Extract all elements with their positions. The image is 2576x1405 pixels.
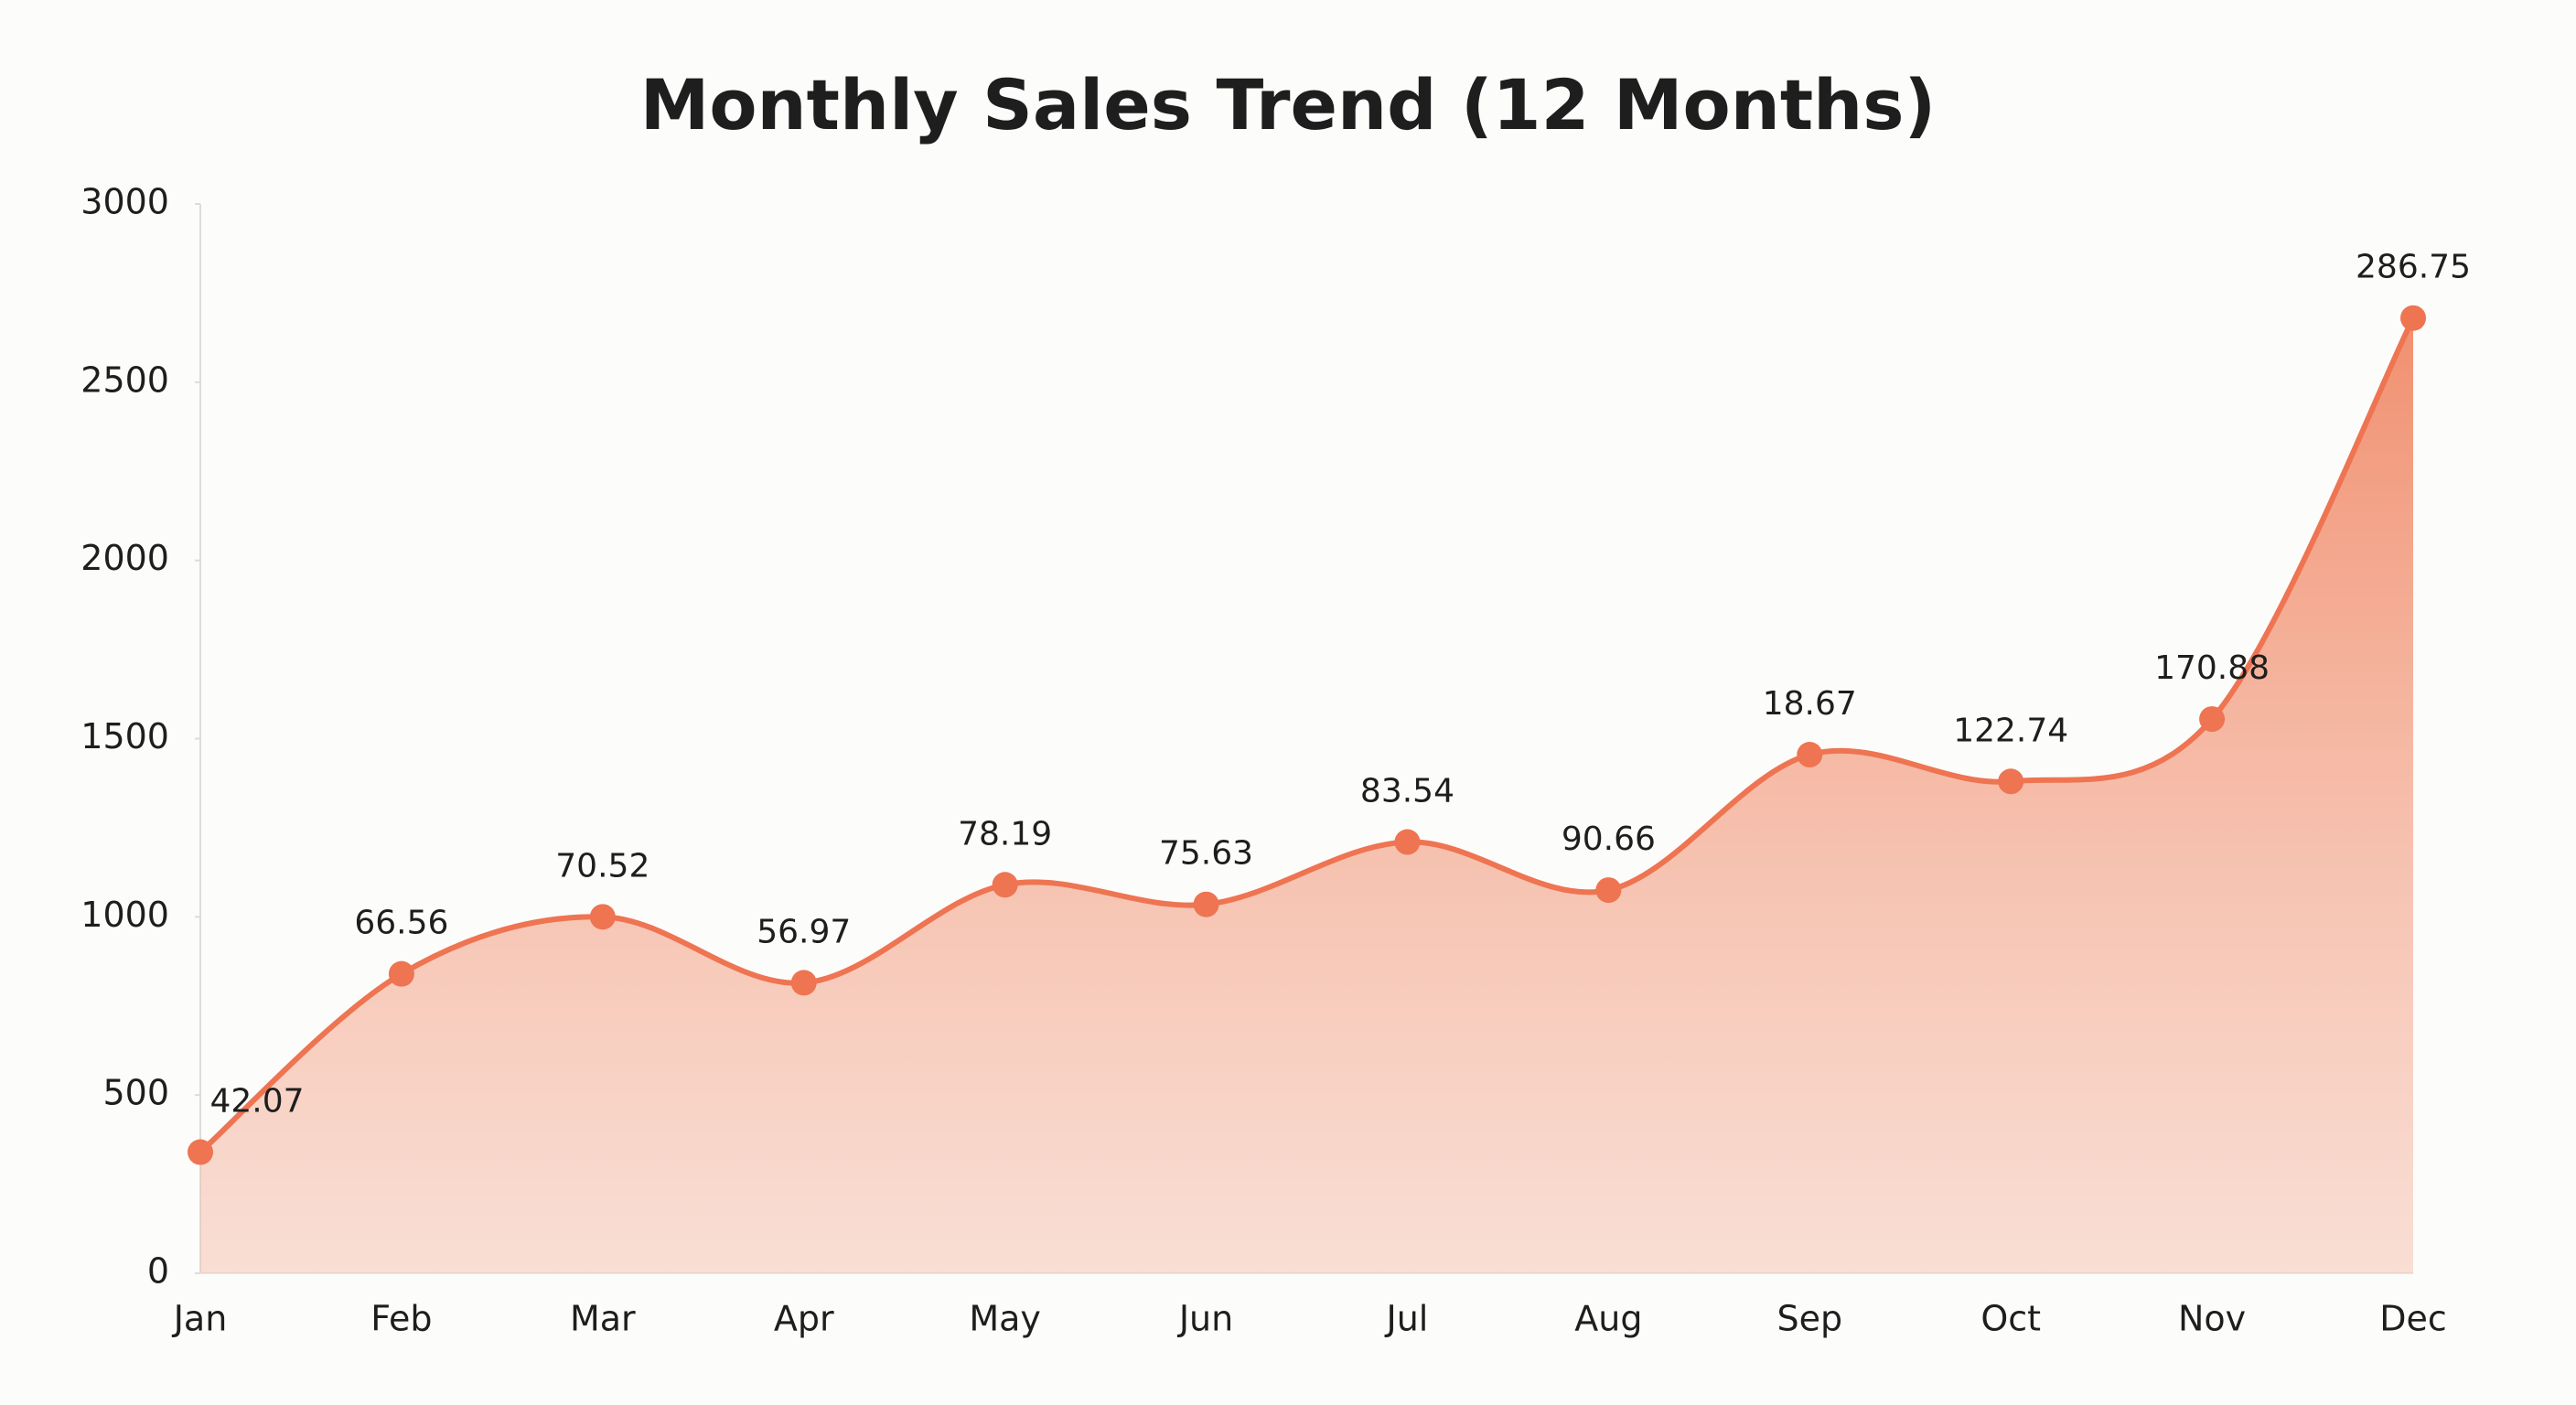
- y-tick-label: 2500: [80, 359, 169, 400]
- data-label: 70.52: [555, 847, 649, 885]
- x-tick-label: Aug: [1574, 1299, 1642, 1339]
- x-tick-label: Mar: [570, 1299, 636, 1339]
- point: [1797, 742, 1823, 768]
- point: [2199, 706, 2226, 733]
- y-tick-label: 1000: [80, 895, 169, 935]
- x-tick-label: Jun: [1177, 1299, 1233, 1339]
- data-label: 78.19: [958, 815, 1052, 853]
- y-tick-label: 500: [102, 1073, 169, 1113]
- y-tick-label: 0: [147, 1251, 169, 1292]
- data-label: 286.75: [2356, 249, 2471, 286]
- point: [388, 960, 414, 987]
- x-tick-label: Nov: [2178, 1299, 2246, 1339]
- x-tick-label: Sep: [1776, 1299, 1842, 1339]
- x-tick-label: Jan: [172, 1299, 228, 1339]
- data-label: 42.07: [209, 1083, 304, 1121]
- line: [199, 316, 2416, 1154]
- data-label: 83.54: [1360, 773, 1454, 810]
- point: [1394, 829, 1421, 855]
- point: [1193, 891, 1219, 917]
- data-label: 90.66: [1562, 820, 1656, 858]
- x-tick-label: May: [969, 1299, 1041, 1339]
- point: [589, 904, 616, 930]
- area: [200, 317, 2413, 1273]
- y-tick-label: 2000: [80, 538, 169, 578]
- chart-title: Monthly Sales Trend (12 Months): [640, 64, 1937, 145]
- point: [992, 872, 1018, 898]
- point: [2400, 305, 2426, 331]
- point: [188, 1139, 213, 1165]
- data-label: 18.67: [1763, 685, 1857, 723]
- y-tick-label: 1500: [80, 716, 169, 756]
- x-tick-label: Oct: [1980, 1299, 2041, 1339]
- data-label: 170.88: [2154, 649, 2270, 687]
- data-label: 56.97: [757, 913, 851, 950]
- point: [790, 970, 817, 996]
- data-label: 66.56: [354, 905, 448, 942]
- point: [1998, 768, 2024, 795]
- point: [1595, 877, 1622, 904]
- data-label: 75.63: [1159, 835, 1253, 873]
- x-tick-label: Dec: [2379, 1299, 2447, 1339]
- data-label: 122.74: [1953, 712, 2068, 749]
- x-tick-label: Jul: [1385, 1299, 1429, 1339]
- y-tick-label: 3000: [80, 182, 169, 222]
- x-tick-label: Apr: [774, 1299, 834, 1339]
- x-tick-label: Feb: [370, 1299, 432, 1339]
